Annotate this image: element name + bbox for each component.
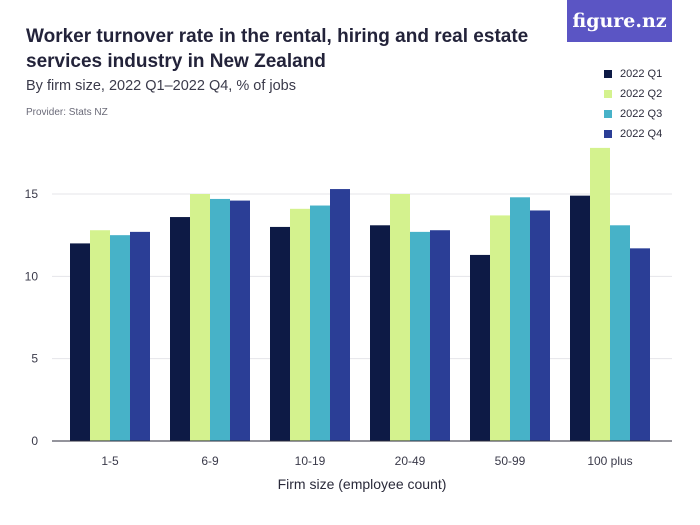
- legend-swatch-q4: [604, 130, 612, 138]
- x-tick-label: 50-99: [495, 454, 526, 468]
- legend-label: 2022 Q1: [620, 68, 663, 80]
- bar-2022-q2-100-plus: [590, 147, 610, 442]
- chart-title: Worker turnover rate in the rental, hiri…: [26, 26, 529, 72]
- legend-swatch-q1: [604, 70, 612, 78]
- legend-item-q3: 2022 Q3: [604, 104, 662, 124]
- bar-2022-q1-20-49: [370, 225, 390, 441]
- chart-subtitle: By firm size, 2022 Q1–2022 Q4, % of jobs: [26, 78, 296, 94]
- y-tick-label: 10: [25, 269, 39, 283]
- bar-2022-q2-20-49: [390, 194, 410, 441]
- legend-label: 2022 Q3: [620, 108, 663, 120]
- bar-2022-q3-10-19: [310, 205, 330, 441]
- x-tick-label: 20-49: [395, 454, 426, 468]
- legend-swatch-q3: [604, 110, 612, 118]
- legend-label: 2022 Q2: [620, 88, 663, 100]
- bar-2022-q4-20-49: [430, 230, 450, 441]
- x-axis-title: Firm size (employee count): [278, 476, 447, 492]
- x-tick-label: 10-19: [295, 454, 326, 468]
- y-tick-label: 5: [31, 352, 38, 366]
- bar-2022-q2-10-19: [290, 208, 310, 441]
- data-provider: Provider: Stats NZ: [26, 107, 108, 118]
- bar-2022-q1-6-9: [170, 217, 190, 441]
- bar-2022-q3-100-plus: [610, 225, 630, 441]
- legend-item-q2: 2022 Q2: [604, 84, 662, 104]
- x-tick-label: 6-9: [201, 454, 219, 468]
- bar-2022-q3-6-9: [210, 198, 230, 441]
- legend-label: 2022 Q4: [620, 128, 663, 140]
- gridlines: [52, 193, 672, 360]
- bar-2022-q1-50-99: [470, 254, 490, 441]
- bar-2022-q3-20-49: [410, 231, 430, 441]
- legend-item-q1: 2022 Q1: [604, 64, 662, 84]
- chart-legend: 2022 Q1 2022 Q2 2022 Q3 2022 Q4: [604, 64, 662, 144]
- bar-2022-q1-1-5: [70, 243, 90, 441]
- figure-nz-logo[interactable]: figure.nz: [567, 0, 672, 42]
- y-tick-label: 15: [25, 187, 39, 201]
- bar-2022-q3-50-99: [510, 197, 530, 441]
- bar-2022-q4-50-99: [530, 210, 550, 441]
- axes: 0 5 10 15 1-5 6-9 10-19 20-49 50-99 100 plus: [25, 187, 672, 468]
- x-tick-label: 100 plus: [587, 454, 632, 468]
- bar-2022-q4-100-plus: [630, 248, 650, 441]
- bar-2022-q3-1-5: [110, 235, 130, 441]
- bar-2022-q2-1-5: [90, 230, 110, 441]
- bar-2022-q4-10-19: [330, 189, 350, 441]
- bar-2022-q1-100-plus: [570, 195, 590, 441]
- legend-item-q4: 2022 Q4: [604, 124, 662, 144]
- bar-2022-q1-10-19: [270, 226, 290, 441]
- bar-2022-q4-6-9: [230, 200, 250, 441]
- bar-2022-q2-6-9: [190, 194, 210, 441]
- legend-swatch-q2: [604, 90, 612, 98]
- bar-2022-q4-1-5: [130, 231, 150, 441]
- x-tick-label: 1-5: [101, 454, 119, 468]
- bars: [70, 147, 650, 442]
- y-tick-label: 0: [31, 434, 38, 448]
- bar-2022-q2-50-99: [490, 215, 510, 441]
